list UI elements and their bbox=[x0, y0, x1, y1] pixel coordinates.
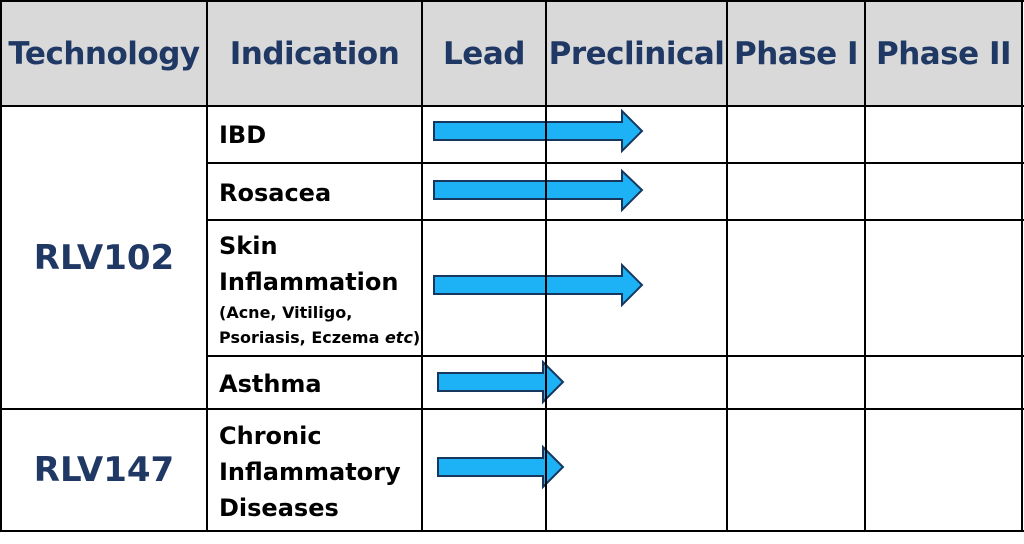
grid-line bbox=[206, 355, 1024, 357]
indication-chronic-inflammatory: Chronic Inflammatory Diseases bbox=[219, 418, 401, 526]
progress-arrow-asthma bbox=[437, 359, 565, 405]
header-technology: Technology bbox=[8, 35, 200, 72]
indication-rosacea: Rosacea bbox=[219, 179, 332, 207]
grid-line bbox=[421, 0, 423, 532]
indication-note-line: Psoriasis, Eczema bbox=[219, 328, 385, 347]
indication-note-etc: etc bbox=[384, 328, 413, 347]
progress-arrow-skin-inflammation bbox=[433, 262, 644, 308]
grid-line bbox=[864, 0, 866, 532]
grid-line bbox=[1021, 0, 1023, 532]
header-phase-1: Phase I bbox=[733, 35, 859, 72]
header-row bbox=[2, 2, 1021, 105]
indication-skin-inflammation: Skin Inflammation (Acne, Vitiligo, Psoria… bbox=[219, 228, 420, 350]
indication-line: Diseases bbox=[219, 494, 339, 522]
grid-line bbox=[206, 162, 1024, 164]
progress-arrow-rosacea bbox=[433, 168, 644, 213]
grid-line bbox=[0, 0, 1024, 2]
technology-rlv147: RLV147 bbox=[33, 450, 175, 490]
grid-line bbox=[0, 0, 2, 532]
indication-line: Inflammatory bbox=[219, 458, 401, 486]
grid-line bbox=[206, 0, 208, 532]
header-indication: Indication bbox=[229, 35, 400, 72]
indication-line: Inflammation bbox=[219, 268, 399, 296]
grid-line bbox=[0, 105, 1024, 107]
indication-note-close: ) bbox=[412, 328, 421, 347]
progress-arrow-chronic-inflammatory bbox=[437, 444, 565, 490]
indication-line: Chronic bbox=[219, 422, 322, 450]
grid-line bbox=[726, 0, 728, 532]
header-phase-2: Phase II bbox=[875, 35, 1012, 72]
grid-line bbox=[0, 408, 1024, 410]
indication-note-line: (Acne, Vitiligo, bbox=[219, 303, 353, 322]
grid-line bbox=[545, 0, 547, 532]
header-preclinical: Preclinical bbox=[548, 35, 725, 72]
header-lead: Lead bbox=[443, 35, 525, 72]
indication-asthma: Asthma bbox=[219, 370, 322, 398]
indication-note: (Acne, Vitiligo, Psoriasis, Eczema etc) bbox=[219, 300, 420, 350]
technology-rlv102: RLV102 bbox=[33, 237, 175, 278]
grid-line bbox=[0, 530, 1024, 532]
grid-line bbox=[206, 219, 1024, 221]
indication-ibd: IBD bbox=[219, 121, 267, 149]
indication-line: Skin bbox=[219, 232, 278, 260]
progress-arrow-ibd bbox=[433, 108, 644, 154]
